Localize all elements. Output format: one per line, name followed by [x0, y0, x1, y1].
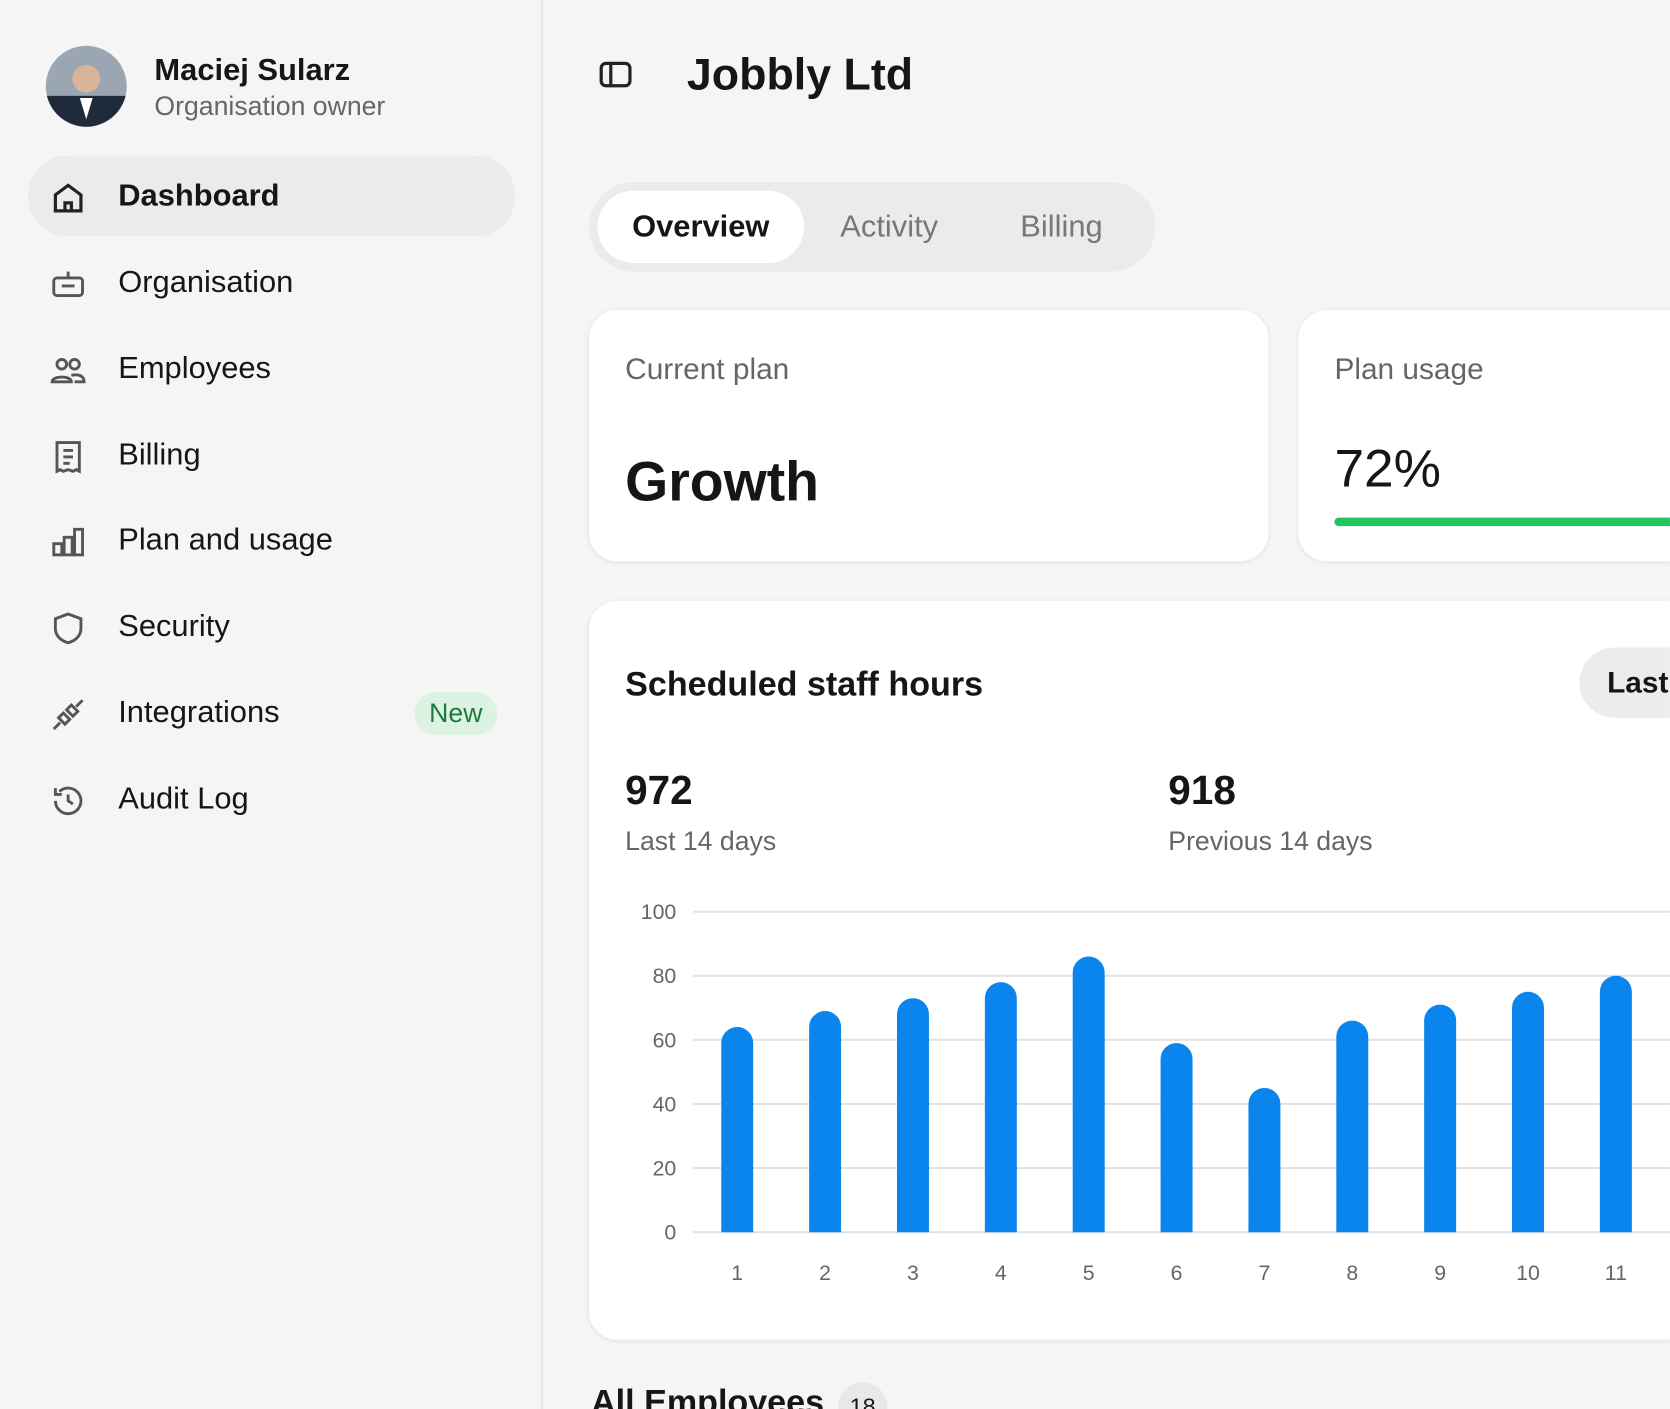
- bar: [1424, 1004, 1457, 1233]
- nav-item[interactable]: Billing: [28, 414, 516, 495]
- stat-label: Previous 14 days: [1168, 826, 1373, 857]
- avatar[interactable]: [45, 45, 128, 128]
- nav-label: Audit Log: [118, 781, 249, 816]
- bar: [1248, 1087, 1281, 1233]
- x-tick-label: 8: [1346, 1261, 1358, 1285]
- x-tick-label: 6: [1171, 1261, 1183, 1285]
- page-title: Jobbly Ltd: [686, 48, 914, 100]
- bar: [809, 1011, 842, 1233]
- sidebar-toggle[interactable]: [596, 55, 634, 93]
- bar: [1599, 975, 1632, 1233]
- icon: [53, 183, 83, 213]
- card-title: Current plan: [625, 352, 790, 386]
- range-button[interactable]: Last: [1579, 647, 1670, 718]
- bar: [1072, 956, 1105, 1233]
- tab[interactable]: Overview: [597, 190, 805, 264]
- usage-value: 72%: [1334, 438, 1442, 499]
- bar: [1512, 991, 1544, 1233]
- x-tick-label: 5: [1083, 1261, 1095, 1285]
- y-tick-label: 0: [664, 1221, 676, 1245]
- user-name: Maciej Sularz: [154, 53, 351, 88]
- nav-item[interactable]: Employees: [28, 328, 516, 409]
- nav-label: Billing: [118, 437, 201, 472]
- bar: [896, 998, 929, 1233]
- section-title: All Employees: [591, 1382, 825, 1409]
- tab[interactable]: Billing: [1020, 209, 1103, 244]
- nav-label: Plan and usage: [118, 522, 333, 557]
- bar: [1336, 1020, 1369, 1233]
- icon: [52, 527, 84, 557]
- nav-label: Integrations: [118, 695, 280, 730]
- x-tick-label: 3: [907, 1261, 919, 1285]
- icon: [55, 441, 81, 474]
- x-tick-label: 11: [1605, 1261, 1627, 1285]
- stat-value: 972: [625, 768, 693, 814]
- y-tick-label: 20: [653, 1157, 677, 1181]
- card-title: Scheduled staff hours: [625, 664, 984, 703]
- nav-item[interactable]: Plan and usage: [28, 499, 516, 580]
- bar: [721, 1027, 754, 1233]
- nav-label: Security: [118, 609, 230, 644]
- chart: 0 20 40 60 80 100 1 2 3 4 5 6 7 8 9 10 11: [641, 900, 1670, 1285]
- icon: [52, 271, 84, 297]
- nav-label: Employees: [118, 351, 272, 386]
- badge: New: [414, 692, 498, 735]
- sidebar: Maciej Sularz Organisation owner Dashboa…: [0, 0, 544, 1409]
- nav-item[interactable]: Dashboard: [27, 155, 516, 237]
- progress-bar: [1334, 517, 1670, 527]
- icon: [52, 699, 84, 731]
- stat-label: Last 14 days: [625, 826, 777, 857]
- nav-label: Organisation: [118, 265, 294, 300]
- card: Current plan Growth: [587, 308, 1270, 563]
- bar: [1160, 1043, 1193, 1233]
- progress-track: [1334, 517, 1670, 527]
- bar: [984, 982, 1017, 1233]
- nav-label: Dashboard: [118, 178, 280, 214]
- icon: [50, 357, 86, 384]
- card: Plan usage 72%: [1297, 308, 1670, 563]
- nav-item[interactable]: Security: [28, 586, 516, 667]
- nav-item[interactable]: Organisation: [28, 242, 516, 323]
- user-role: Organisation owner: [154, 91, 386, 122]
- x-tick-label: 2: [819, 1261, 831, 1285]
- nav-item[interactable]: Integrations New: [28, 672, 516, 753]
- card: Scheduled staff hours Last 972 Last 14 d…: [587, 599, 1670, 1341]
- x-tick-label: 1: [731, 1261, 743, 1285]
- y-tick-label: 60: [653, 1028, 677, 1052]
- x-tick-label: 7: [1258, 1261, 1270, 1285]
- card-title: Plan usage: [1334, 352, 1484, 386]
- y-tick-label: 100: [641, 900, 677, 924]
- tab[interactable]: Activity: [840, 209, 939, 244]
- x-tick-label: 4: [995, 1261, 1007, 1285]
- icon: [53, 612, 83, 645]
- y-tick-label: 80: [653, 964, 677, 988]
- x-tick-label: 9: [1434, 1261, 1446, 1285]
- nav-item[interactable]: Audit Log: [28, 758, 516, 839]
- plan-name: Growth: [625, 451, 819, 514]
- stat-value: 918: [1168, 768, 1236, 814]
- icon: [53, 786, 83, 816]
- x-tick-label: 10: [1516, 1261, 1540, 1285]
- count-badge: 18: [838, 1382, 888, 1409]
- y-tick-label: 40: [653, 1092, 677, 1116]
- tab-bar: Overview Activity Billing: [588, 182, 1156, 272]
